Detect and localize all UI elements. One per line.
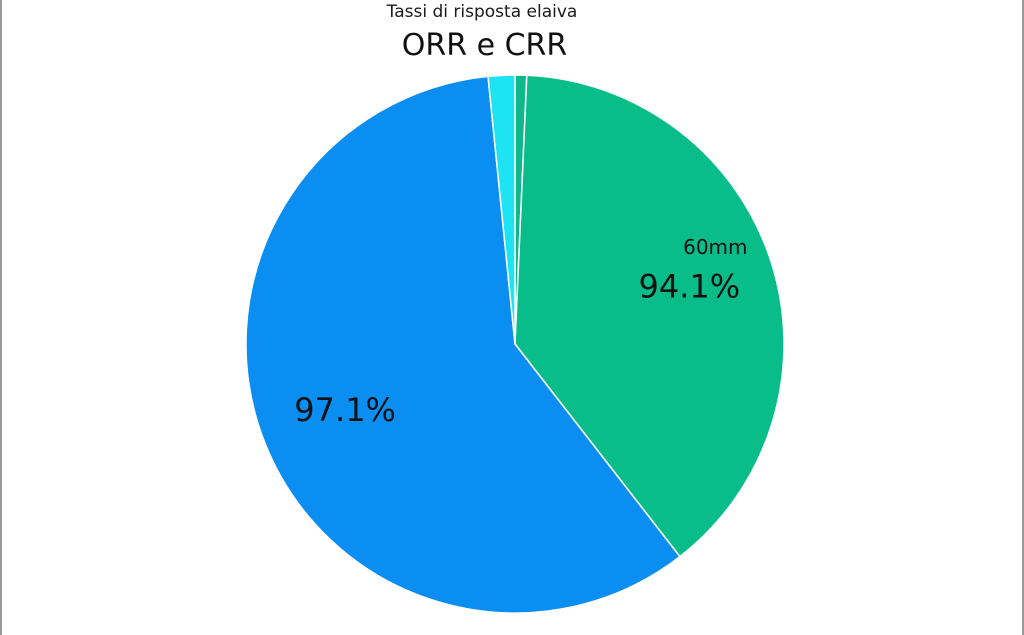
pie-slice-label-1: 94.1% bbox=[638, 268, 740, 306]
pie-slice-2 bbox=[245, 75, 681, 614]
pie-slice-label-2: 97.1% bbox=[294, 391, 396, 429]
pie-slice-annotation-1: 60mm bbox=[683, 235, 747, 259]
pie-slice-3 bbox=[487, 74, 516, 345]
pie-slice-1 bbox=[514, 74, 785, 558]
chart-title: ORR e CRR bbox=[401, 28, 568, 63]
chart-subtitle: Tassi di risposta elaiva bbox=[386, 2, 578, 22]
